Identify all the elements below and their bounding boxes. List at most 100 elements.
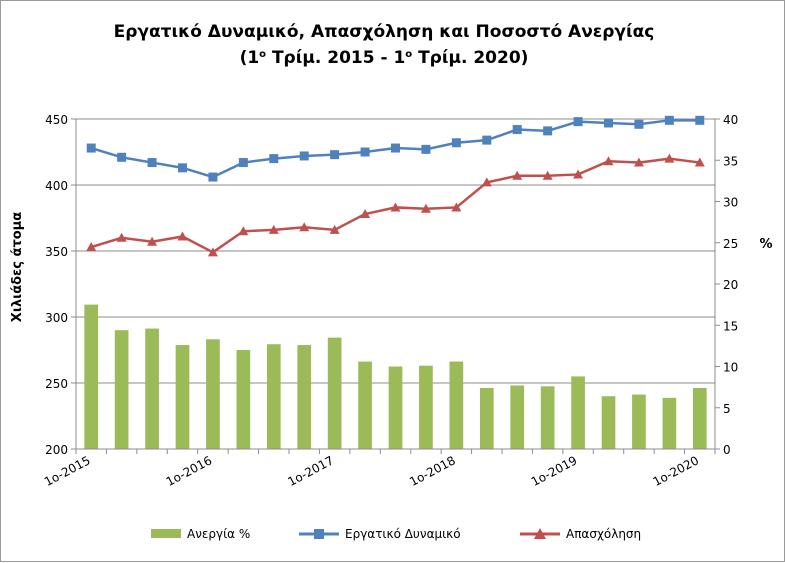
y-left-tick-labels: 200 250 300 350 400 450 [45, 113, 68, 457]
x-tick-label: 1ο-2019 [529, 453, 580, 489]
bar-unemployment [206, 339, 220, 449]
bar-unemployment [84, 304, 99, 449]
bar-unemployment [479, 387, 494, 449]
x-tick-label: 1ο-2017 [285, 453, 336, 489]
chart-title-line1: Εργατικό Δυναμικό, Απασχόληση και Ποσοστ… [114, 22, 655, 42]
point-employment [207, 247, 218, 257]
point-employment [238, 226, 249, 236]
legend: Ανεργία % Εργατικό Δυναμικό Απασχόληση [151, 527, 641, 541]
legend-label-unemployment: Ανεργία % [187, 527, 250, 541]
y-right-tick-label: 15 [723, 319, 738, 333]
point-labour-force [330, 150, 340, 160]
y-left-tick-label: 250 [45, 377, 68, 391]
legend-item-labour-force: Εργατικό Δυναμικό [299, 527, 461, 541]
bar-unemployment [419, 365, 433, 449]
legend-marker-labour-force [314, 529, 324, 539]
y-left-tick-label: 400 [45, 179, 68, 193]
bar-unemployment [327, 337, 342, 449]
point-employment [481, 177, 492, 187]
bar-unemployment [358, 361, 372, 449]
bar-unemployment [540, 386, 555, 449]
y-right-tick-label: 10 [723, 361, 738, 375]
point-labour-force [117, 152, 127, 162]
point-labour-force [208, 172, 218, 182]
y-right-tick-label: 35 [723, 154, 738, 168]
point-labour-force [512, 125, 522, 135]
point-employment [603, 156, 614, 166]
point-employment [86, 242, 97, 252]
bar-unemployment [114, 330, 129, 449]
point-labour-force [451, 138, 461, 148]
point-employment [542, 170, 553, 180]
bar-unemployment [632, 394, 646, 449]
bar-unemployment [449, 361, 464, 449]
legend-marker-employment [534, 528, 546, 539]
point-employment [360, 209, 371, 219]
point-employment [177, 231, 188, 241]
bar-unemployment [601, 396, 616, 449]
point-employment [299, 222, 310, 232]
legend-item-employment: Απασχόληση [520, 527, 641, 541]
line-series-group [86, 115, 705, 257]
point-employment [633, 157, 644, 167]
point-labour-force [269, 154, 279, 164]
point-employment [390, 202, 401, 212]
point-labour-force [634, 119, 644, 129]
point-labour-force [482, 135, 492, 145]
point-employment [116, 232, 127, 242]
point-employment [694, 157, 705, 167]
point-labour-force [604, 118, 613, 128]
point-employment [147, 236, 158, 246]
bar-unemployment [145, 328, 159, 449]
legend-label-employment: Απασχόληση [566, 527, 641, 541]
x-tick-label: 1ο-2018 [407, 453, 458, 489]
gridlines [76, 118, 715, 384]
bar-unemployment [662, 397, 677, 449]
y-left-tick-label: 350 [45, 245, 68, 259]
point-labour-force [147, 158, 157, 168]
point-employment [664, 153, 675, 163]
y-right-tick-label: 40 [723, 113, 738, 127]
bar-unemployment [297, 345, 312, 449]
point-employment [573, 169, 584, 179]
y-left-tick-label: 300 [45, 311, 68, 325]
y-right-tick-label: 20 [723, 278, 738, 292]
point-labour-force [421, 144, 431, 154]
point-labour-force [86, 143, 96, 153]
point-labour-force [299, 151, 309, 161]
y-left-axis-title: Χιλιάδες άτομα [10, 212, 25, 322]
y-right-tick-labels: 0 5 10 15 20 25 30 35 40 [723, 113, 738, 457]
point-labour-force [573, 117, 583, 127]
bar-unemployment [388, 366, 403, 449]
y-right-tick-label: 30 [723, 196, 738, 210]
x-tick-labels: 1ο-2015 1ο-2016 1ο-2017 1ο-2018 1ο-2019 1ο-20… [42, 453, 701, 489]
point-labour-force [238, 158, 248, 168]
point-employment [268, 224, 279, 234]
point-labour-force [664, 115, 674, 125]
x-tick-label: 1ο-2015 [42, 453, 93, 489]
bar-unemployment [236, 350, 251, 449]
point-employment [329, 224, 340, 234]
point-labour-force [543, 126, 553, 136]
y-right-tick-label: 25 [723, 237, 738, 251]
legend-item-unemployment: Ανεργία % [151, 527, 250, 541]
x-tick-label: 1ο-2016 [164, 453, 215, 489]
x-tick-label: 1ο-2020 [651, 453, 702, 489]
point-labour-force [695, 115, 705, 125]
bar-unemployment [692, 387, 707, 449]
y-left-tick-label: 450 [45, 113, 68, 127]
bar-unemployment [175, 345, 190, 449]
point-labour-force [391, 143, 400, 153]
y-left-tick-label: 200 [45, 443, 68, 457]
legend-swatch-unemployment [151, 529, 181, 538]
bar-series-unemployment [84, 304, 707, 449]
point-employment [512, 170, 523, 180]
axes [71, 118, 720, 454]
y-right-axis-title: % [759, 237, 772, 252]
point-employment [451, 202, 462, 212]
legend-label-labour-force: Εργατικό Δυναμικό [345, 527, 461, 541]
chart-title-line2: (1ο Τρίμ. 2015 - 1ο Τρίμ. 2020) [240, 48, 529, 68]
bar-unemployment [571, 376, 585, 449]
